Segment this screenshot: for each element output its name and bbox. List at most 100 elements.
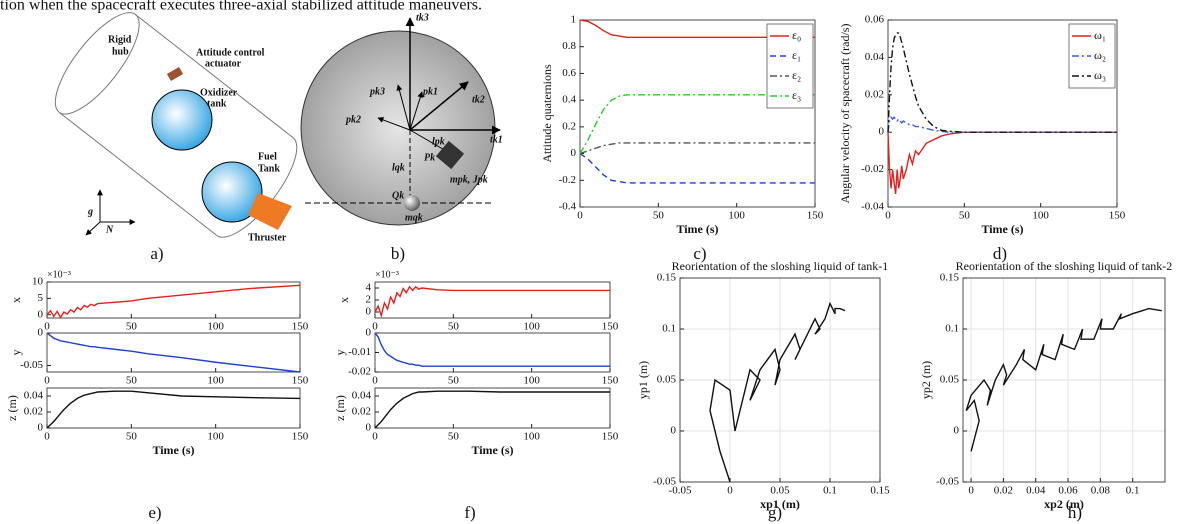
thruster <box>248 193 292 230</box>
offset-label: ×10⁻³ <box>375 269 399 280</box>
y-tick-label: 10 <box>32 276 44 288</box>
x-tick-label: 0.05 <box>770 485 790 497</box>
y-tick-label: 1 <box>571 14 577 26</box>
x-tick-label: 100 <box>207 321 224 333</box>
x-tick-label: 0 <box>44 431 50 443</box>
axes-frame <box>374 387 611 429</box>
x-tick-label: 100 <box>523 321 540 333</box>
y-tick-label: 2 <box>366 294 372 306</box>
panel-label: a) <box>150 244 163 263</box>
line-series <box>46 390 301 429</box>
y-tick-label: -0.02 <box>861 163 884 175</box>
legend-label: ε₁ <box>792 48 801 62</box>
x-tick-label: 150 <box>1109 210 1126 222</box>
x-tick-label: 150 <box>602 321 619 333</box>
x-tick-label: 50 <box>448 321 460 333</box>
label: lpk <box>432 136 445 147</box>
axis <box>85 221 101 236</box>
axes-frame <box>374 281 611 319</box>
y-axis-label: x <box>337 297 351 303</box>
label: Fuel <box>258 151 277 162</box>
label: Thruster <box>248 232 287 243</box>
axes-frame <box>46 281 301 319</box>
y-tick-label: -0.02 <box>348 366 371 378</box>
label: lqk <box>392 162 405 173</box>
diagram-b: tk3 tk2 tk1 pk3 pk1 pk2 lpk lqk Pk mpk, … <box>300 12 503 226</box>
y-tick-label: 0.02 <box>24 406 43 418</box>
x-tick-label: 0 <box>885 210 891 222</box>
label: Pk <box>424 152 435 163</box>
fuel-tank <box>201 161 263 223</box>
y-tick-label: 0.05 <box>657 374 677 386</box>
y-tick-label: 0.06 <box>865 14 885 26</box>
x-tick-label: 0.04 <box>1026 485 1046 497</box>
actuator <box>166 67 184 81</box>
axis <box>396 84 411 131</box>
y-tick-label: 0.05 <box>940 374 960 386</box>
chart-title: Reorientation of the sloshing liquid of … <box>672 259 889 273</box>
label: hub <box>112 46 129 57</box>
y-tick-label: 0 <box>954 425 960 437</box>
legend-box <box>766 23 814 109</box>
axes-frame <box>46 332 301 373</box>
label: pk3 <box>369 86 385 97</box>
y-tick-label: 0.02 <box>352 406 371 418</box>
y-axis-label: x <box>9 297 23 303</box>
panel-label: h) <box>1068 503 1082 522</box>
x-tick-label: 0 <box>968 485 974 497</box>
legend-label: ω₂ <box>1094 48 1106 62</box>
y-tick-label: 0 <box>879 126 885 138</box>
diagram-a: Rigid hub Attitude control actuator Oxid… <box>54 12 298 243</box>
y-tick-label: -0.4 <box>559 201 577 213</box>
y-tick-label: 0.1 <box>662 323 676 335</box>
y-tick-label: 0.04 <box>24 390 44 402</box>
x-tick-label: 50 <box>126 321 138 333</box>
y-axis-label: y <box>333 350 347 356</box>
y-tick-label: 0.6 <box>562 67 576 79</box>
label: Oxidizer <box>200 87 238 98</box>
y-tick-label: 0.15 <box>940 272 960 284</box>
y-tick-label: 0.8 <box>562 40 576 52</box>
label: tk2 <box>472 94 485 105</box>
y-tick-label: 0 <box>366 422 372 434</box>
x-axis-label: xp1 (m) <box>760 497 800 511</box>
label: Qk <box>392 190 404 201</box>
oxidizer-tank <box>151 89 213 151</box>
y-axis-label: y <box>9 350 23 356</box>
y-tick-label: 4 <box>366 282 372 294</box>
legend-label: ε₀ <box>792 28 801 42</box>
plot-area <box>375 388 610 428</box>
label: mpk, Jpk <box>450 174 488 185</box>
x-tick-label: 0 <box>372 431 378 443</box>
panel-label: d) <box>993 244 1007 263</box>
x-tick-label: 150 <box>292 321 309 333</box>
line-series <box>46 332 301 373</box>
line-series <box>374 390 610 429</box>
line-series <box>374 332 610 367</box>
line-series <box>579 19 815 39</box>
label: g <box>87 206 93 217</box>
x-tick-label: 50 <box>653 210 665 222</box>
y-axis-label: z (m) <box>5 395 19 421</box>
axis <box>377 117 411 131</box>
plot-area <box>47 333 300 372</box>
x-tick-label: 0.06 <box>1058 485 1078 497</box>
line-series <box>887 32 1117 133</box>
label: tk3 <box>416 12 429 23</box>
y-axis-label: Attitude quaternions <box>540 64 554 163</box>
x-axis-label: Time (s) <box>676 222 718 236</box>
label: Rigid <box>108 34 132 45</box>
offset-label: ×10⁻³ <box>47 269 71 280</box>
caption: tion when the spacecraft executes three-… <box>0 0 482 14</box>
x-tick-label: 100 <box>207 375 224 387</box>
x-tick-label: 100 <box>523 375 540 387</box>
y-tick-label: 0.1 <box>945 323 959 335</box>
line-series <box>887 131 1117 195</box>
line-series <box>579 142 815 155</box>
x-tick-label: 0.1 <box>1126 485 1140 497</box>
x-tick-label: 50 <box>126 431 138 443</box>
panel-label: b) <box>391 244 405 263</box>
y-axis-label: z (m) <box>333 395 347 421</box>
